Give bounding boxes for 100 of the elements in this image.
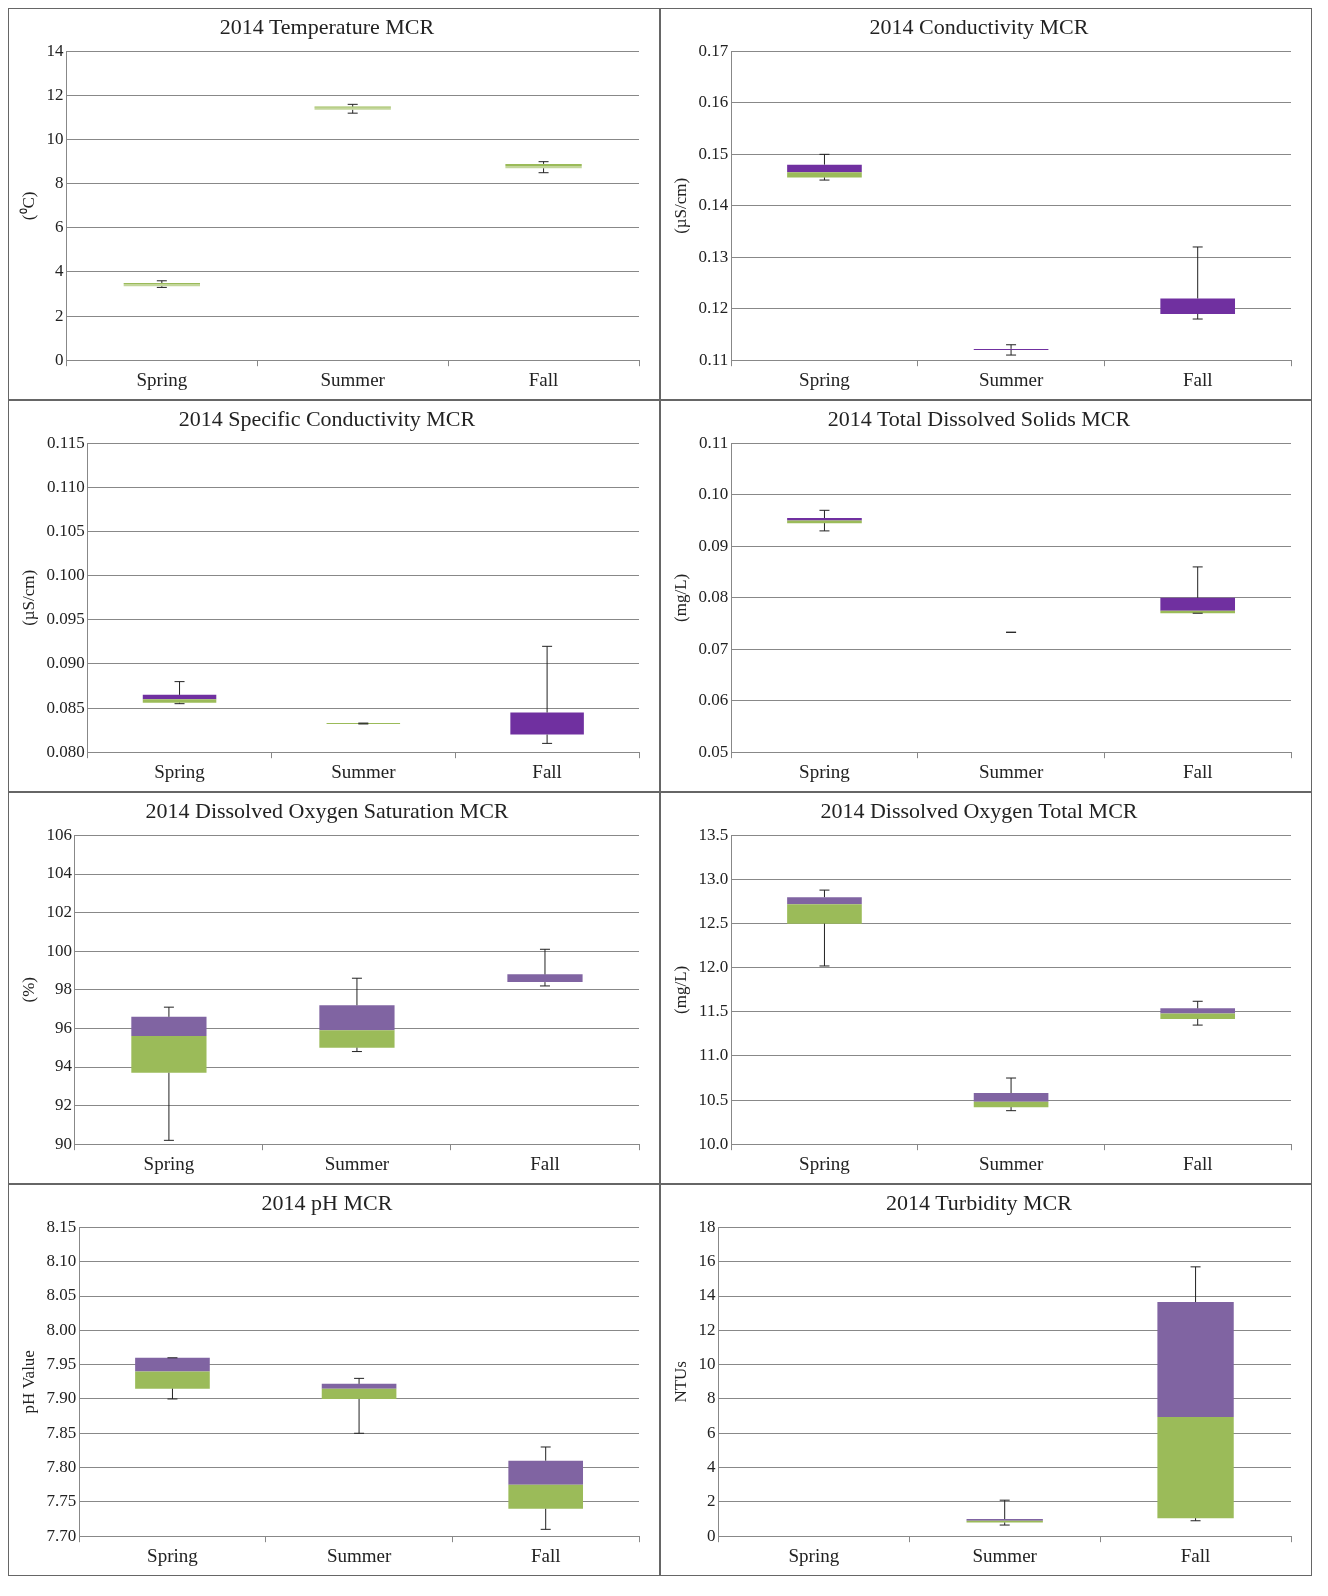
x-tick-label: Spring bbox=[799, 1152, 851, 1174]
y-tick-label: 0.07 bbox=[698, 638, 729, 658]
y-tick-label: 94 bbox=[54, 1056, 73, 1076]
y-tick-label: 4 bbox=[54, 261, 64, 281]
y-tick-label: 0.10 bbox=[698, 484, 729, 504]
y-tick-label: 12 bbox=[46, 84, 64, 104]
y-tick-label: 12 bbox=[698, 1319, 716, 1339]
y-tick-label: 14 bbox=[46, 40, 64, 60]
y-tick-label: 8.15 bbox=[46, 1216, 77, 1236]
x-tick-label: Fall bbox=[530, 1544, 561, 1566]
x-tick-label: Summer bbox=[320, 368, 386, 390]
y-tick-label: 6 bbox=[706, 1422, 716, 1442]
y-tick-label: 14 bbox=[698, 1285, 716, 1305]
y-tick-label: 0 bbox=[54, 349, 64, 369]
y-tick-label: 13.0 bbox=[698, 868, 729, 888]
y-tick-label: 8.10 bbox=[46, 1251, 77, 1271]
y-tick-label: 0.085 bbox=[46, 697, 85, 717]
x-tick-label: Spring bbox=[154, 760, 206, 782]
x-tick-label: Summer bbox=[331, 760, 397, 782]
y-tick-label: 8 bbox=[706, 1388, 716, 1408]
y-axis-title: NTUs bbox=[670, 1361, 690, 1403]
y-tick-label: 6 bbox=[54, 217, 64, 237]
y-tick-label: 0.13 bbox=[698, 246, 729, 266]
y-tick-label: 0.11 bbox=[699, 432, 729, 452]
y-tick-label: 7.75 bbox=[46, 1491, 77, 1511]
chart-title: 2014 Specific Conductivity MCR bbox=[178, 405, 476, 431]
y-tick-label: 100 bbox=[46, 940, 72, 960]
chart-title: 2014 Dissolved Oxygen Total MCR bbox=[820, 797, 1138, 823]
y-tick-label: 2 bbox=[706, 1491, 716, 1511]
y-tick-label: 0.100 bbox=[46, 565, 85, 585]
chart-title: 2014 Turbidity MCR bbox=[886, 1189, 1073, 1215]
y-tick-label: 10.0 bbox=[698, 1133, 729, 1153]
x-tick-label: Summer bbox=[978, 1152, 1044, 1174]
x-tick-label: Summer bbox=[324, 1152, 390, 1174]
x-tick-label: Fall bbox=[528, 368, 559, 390]
y-axis-title: (%) bbox=[18, 977, 38, 1003]
y-tick-label: 96 bbox=[54, 1017, 72, 1037]
y-tick-label: 0.115 bbox=[47, 432, 85, 452]
y-tick-label: 0.15 bbox=[698, 143, 729, 163]
y-tick-label: 8.05 bbox=[46, 1285, 77, 1305]
y-tick-label: 7.80 bbox=[46, 1457, 77, 1477]
x-tick-label: Spring bbox=[143, 1152, 195, 1174]
y-tick-label: 0.09 bbox=[698, 535, 729, 555]
chart-title: 2014 Total Dissolved Solids MCR bbox=[827, 405, 1131, 431]
y-tick-label: 0.090 bbox=[46, 653, 85, 673]
y-tick-label: 98 bbox=[54, 979, 72, 999]
y-tick-label: 0.14 bbox=[698, 195, 729, 215]
y-tick-label: 7.95 bbox=[46, 1354, 77, 1374]
x-tick-label: Spring bbox=[147, 1544, 199, 1566]
chart-title: 2014 pH MCR bbox=[261, 1189, 393, 1215]
x-tick-label: Summer bbox=[978, 760, 1044, 782]
y-tick-label: 16 bbox=[698, 1251, 716, 1271]
x-tick-label: Fall bbox=[1182, 368, 1213, 390]
y-tick-label: 0.080 bbox=[46, 741, 85, 761]
x-tick-label: Summer bbox=[972, 1544, 1038, 1566]
y-tick-label: 0.11 bbox=[699, 349, 729, 369]
y-axis-title: (µS/cm) bbox=[18, 569, 38, 626]
x-tick-label: Fall bbox=[1182, 1152, 1213, 1174]
x-tick-label: Spring bbox=[788, 1544, 840, 1566]
y-tick-label: 106 bbox=[46, 824, 72, 844]
x-tick-label: Fall bbox=[532, 760, 562, 782]
y-tick-label: 7.85 bbox=[46, 1422, 77, 1442]
y-tick-label: 12.5 bbox=[698, 913, 729, 933]
x-tick-label: Fall bbox=[1182, 760, 1213, 782]
y-tick-label: 0.16 bbox=[698, 92, 729, 112]
y-tick-label: 90 bbox=[54, 1133, 72, 1153]
y-tick-label: 4 bbox=[706, 1457, 716, 1477]
y-tick-label: 0.12 bbox=[698, 298, 729, 318]
y-tick-label: 102 bbox=[46, 902, 72, 922]
y-tick-label: 7.90 bbox=[46, 1388, 77, 1408]
chart-title: 2014 Temperature MCR bbox=[219, 13, 435, 39]
y-axis-title: (mg/L) bbox=[670, 573, 690, 622]
y-tick-label: 0.105 bbox=[46, 521, 85, 541]
y-tick-label: 10.5 bbox=[698, 1089, 729, 1109]
x-tick-label: Fall bbox=[1180, 1544, 1211, 1566]
y-tick-label: 11.5 bbox=[699, 1001, 729, 1021]
chart-title: 2014 Dissolved Oxygen Saturation MCR bbox=[145, 797, 509, 823]
x-tick-label: Spring bbox=[799, 368, 851, 390]
y-tick-label: 8 bbox=[54, 173, 64, 193]
y-tick-label: 10 bbox=[46, 129, 64, 149]
x-tick-label: Summer bbox=[326, 1544, 392, 1566]
y-tick-label: 0.06 bbox=[698, 690, 729, 710]
y-tick-label: 2 bbox=[54, 305, 64, 325]
y-tick-label: 7.70 bbox=[46, 1525, 77, 1545]
y-tick-label: 13.5 bbox=[698, 824, 729, 844]
chart-title: 2014 Conductivity MCR bbox=[869, 13, 1089, 39]
y-tick-label: 10 bbox=[698, 1354, 716, 1374]
y-axis-title: (µS/cm) bbox=[670, 177, 690, 234]
y-tick-label: 92 bbox=[54, 1095, 72, 1115]
y-tick-label: 0.08 bbox=[698, 587, 729, 607]
y-axis-title: pH Value bbox=[18, 1350, 38, 1414]
y-tick-label: 0.05 bbox=[698, 741, 729, 761]
y-tick-label: 104 bbox=[46, 863, 73, 883]
x-tick-label: Spring bbox=[136, 368, 188, 390]
x-tick-label: Summer bbox=[978, 368, 1044, 390]
y-tick-label: 8.00 bbox=[46, 1319, 77, 1339]
y-tick-label: 0.110 bbox=[47, 476, 85, 496]
y-tick-label: 18 bbox=[698, 1216, 716, 1236]
y-tick-label: 0.095 bbox=[46, 609, 85, 629]
y-tick-label: 0.17 bbox=[698, 40, 729, 60]
